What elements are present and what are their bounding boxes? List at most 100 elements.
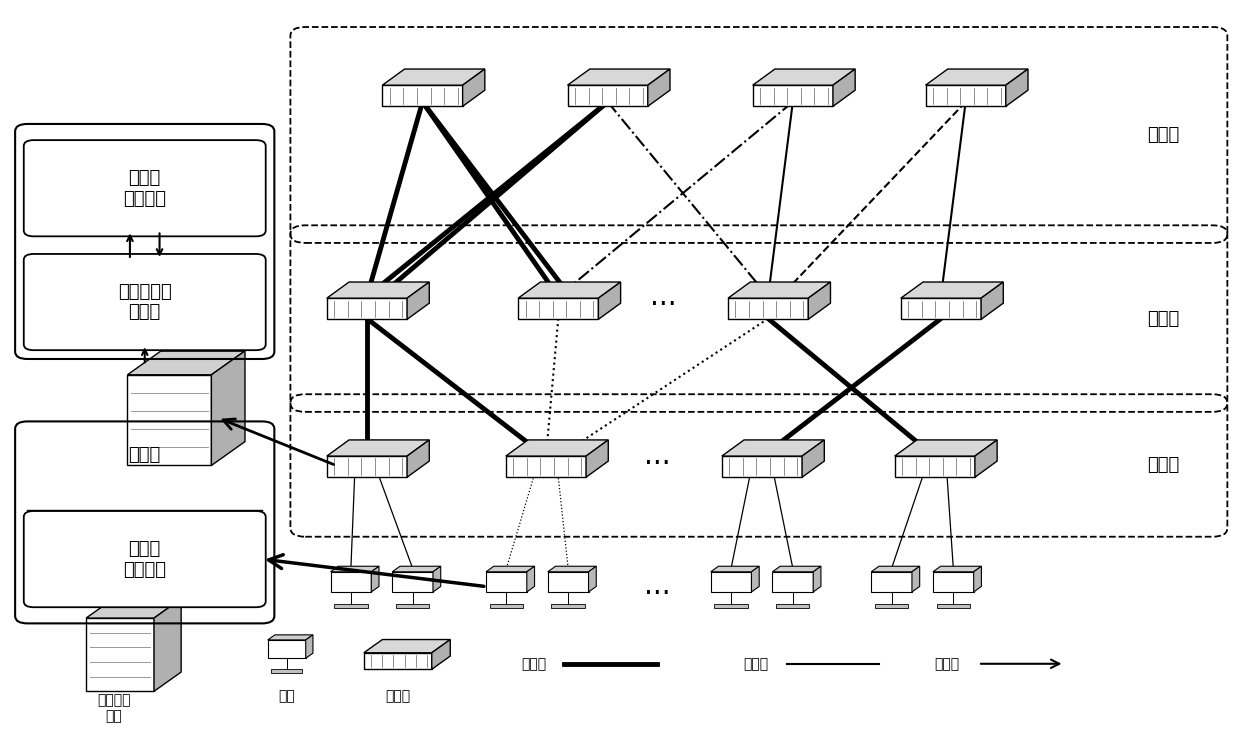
Polygon shape xyxy=(548,566,596,572)
Polygon shape xyxy=(268,635,312,640)
Polygon shape xyxy=(568,85,647,107)
Polygon shape xyxy=(981,282,1003,320)
Text: 新路径: 新路径 xyxy=(521,657,546,670)
Polygon shape xyxy=(647,69,670,107)
Polygon shape xyxy=(932,572,973,592)
Polygon shape xyxy=(813,566,821,592)
Polygon shape xyxy=(331,566,379,572)
Polygon shape xyxy=(895,456,975,477)
Polygon shape xyxy=(113,585,181,599)
Polygon shape xyxy=(722,456,802,477)
Polygon shape xyxy=(128,374,211,465)
Polygon shape xyxy=(211,351,246,465)
Polygon shape xyxy=(432,639,450,669)
Polygon shape xyxy=(932,566,981,572)
Text: 控制流: 控制流 xyxy=(935,657,960,670)
Polygon shape xyxy=(589,566,596,592)
Polygon shape xyxy=(773,566,821,572)
Polygon shape xyxy=(86,599,181,618)
Polygon shape xyxy=(711,572,751,592)
Polygon shape xyxy=(506,440,609,456)
Polygon shape xyxy=(925,69,1028,85)
Polygon shape xyxy=(548,572,589,592)
Polygon shape xyxy=(327,456,407,477)
Text: 主机: 主机 xyxy=(278,690,295,704)
Polygon shape xyxy=(407,282,429,320)
Polygon shape xyxy=(552,604,585,608)
Polygon shape xyxy=(490,604,523,608)
Polygon shape xyxy=(900,298,981,320)
Polygon shape xyxy=(808,282,831,320)
Polygon shape xyxy=(382,85,463,107)
Polygon shape xyxy=(872,566,920,572)
Text: 应用层: 应用层 xyxy=(129,446,161,464)
Polygon shape xyxy=(895,440,997,456)
Polygon shape xyxy=(714,604,748,608)
Polygon shape xyxy=(802,440,825,477)
Polygon shape xyxy=(973,566,981,592)
Polygon shape xyxy=(599,282,620,320)
Polygon shape xyxy=(587,440,609,477)
FancyBboxPatch shape xyxy=(24,254,265,350)
Polygon shape xyxy=(753,85,833,107)
Polygon shape xyxy=(911,566,920,592)
Polygon shape xyxy=(722,440,825,456)
Polygon shape xyxy=(936,604,970,608)
Polygon shape xyxy=(382,69,485,85)
Text: 网络状态管
理模块: 网络状态管 理模块 xyxy=(118,283,171,321)
Polygon shape xyxy=(975,440,997,477)
Text: 边缘层: 边缘层 xyxy=(1147,457,1179,474)
Polygon shape xyxy=(407,440,429,477)
Polygon shape xyxy=(161,334,246,351)
Polygon shape xyxy=(833,69,856,107)
Text: 数据流
调度模块: 数据流 调度模块 xyxy=(123,169,166,208)
Text: 数据流
检测模块: 数据流 检测模块 xyxy=(123,539,166,579)
Polygon shape xyxy=(363,653,432,669)
Polygon shape xyxy=(392,572,433,592)
Text: 交换机: 交换机 xyxy=(386,690,410,704)
FancyBboxPatch shape xyxy=(24,140,265,236)
Text: ···: ··· xyxy=(650,292,677,320)
Polygon shape xyxy=(392,566,440,572)
Polygon shape xyxy=(327,298,407,320)
Polygon shape xyxy=(327,282,429,298)
Polygon shape xyxy=(486,572,527,592)
Polygon shape xyxy=(518,282,620,298)
Polygon shape xyxy=(1006,69,1028,107)
Polygon shape xyxy=(86,618,154,691)
Polygon shape xyxy=(396,604,429,608)
Polygon shape xyxy=(335,604,367,608)
Polygon shape xyxy=(773,572,813,592)
Polygon shape xyxy=(433,566,440,592)
Polygon shape xyxy=(128,351,246,374)
Polygon shape xyxy=(327,440,429,456)
Text: 核心层: 核心层 xyxy=(1147,126,1179,144)
Polygon shape xyxy=(728,298,808,320)
Polygon shape xyxy=(371,566,379,592)
Polygon shape xyxy=(728,282,831,298)
Text: 旧路径: 旧路径 xyxy=(743,657,768,670)
Polygon shape xyxy=(506,456,587,477)
Polygon shape xyxy=(900,282,1003,298)
Polygon shape xyxy=(272,669,303,673)
Polygon shape xyxy=(776,604,810,608)
Text: 汇聚层: 汇聚层 xyxy=(1147,309,1179,328)
Polygon shape xyxy=(751,566,759,592)
Polygon shape xyxy=(486,566,534,572)
Polygon shape xyxy=(872,572,911,592)
Polygon shape xyxy=(518,298,599,320)
Polygon shape xyxy=(875,604,908,608)
Polygon shape xyxy=(753,69,856,85)
Polygon shape xyxy=(306,635,312,659)
Polygon shape xyxy=(527,566,534,592)
Polygon shape xyxy=(711,566,759,572)
Polygon shape xyxy=(268,640,306,659)
Text: 路由交换
设备: 路由交换 设备 xyxy=(97,693,130,724)
Polygon shape xyxy=(463,69,485,107)
Polygon shape xyxy=(925,85,1006,107)
Polygon shape xyxy=(154,599,181,691)
Polygon shape xyxy=(363,639,450,653)
Polygon shape xyxy=(568,69,670,85)
Polygon shape xyxy=(331,572,371,592)
Text: ···: ··· xyxy=(644,450,671,478)
